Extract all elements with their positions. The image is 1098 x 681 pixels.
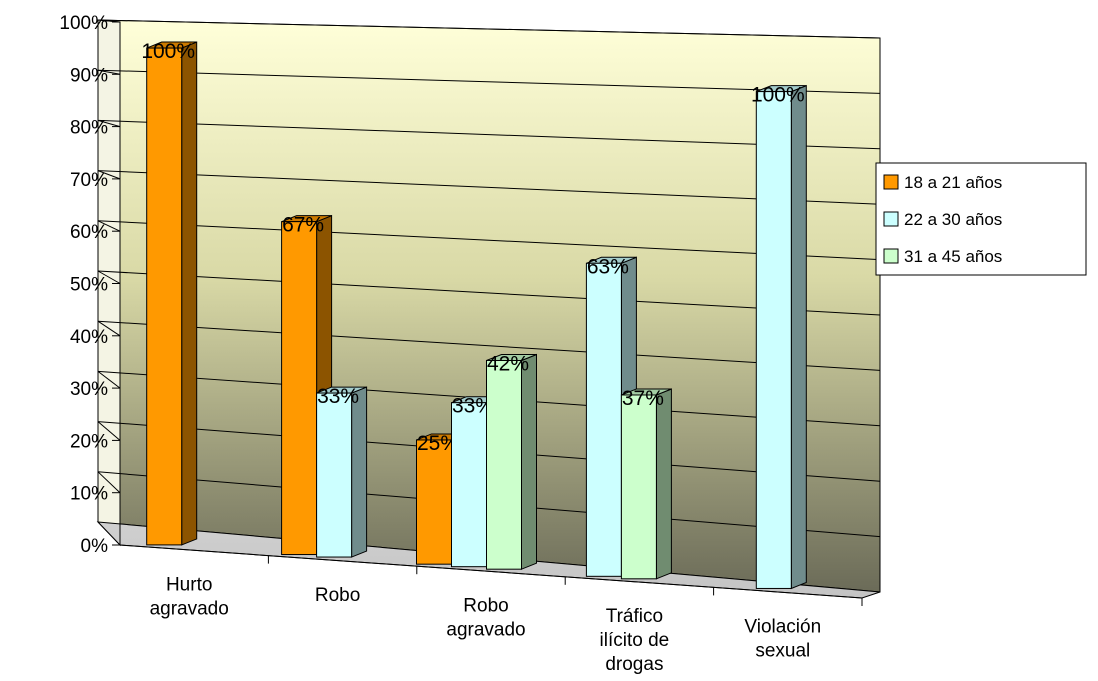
data-label: 33% (317, 385, 359, 408)
gridline (97, 119, 881, 150)
y-tick-label: 80% (70, 118, 108, 139)
x-tick-label: Robo (463, 596, 508, 617)
y-tick-label: 100% (59, 13, 108, 34)
bar-front (146, 47, 183, 546)
y-tick-label: 60% (70, 222, 108, 243)
legend-box (875, 162, 1087, 276)
bar-front (585, 262, 622, 577)
gridline (97, 471, 121, 494)
x-tick-label: agravado (150, 598, 229, 619)
x-axis (119, 544, 863, 599)
data-label: 67% (282, 214, 324, 237)
bar-side (790, 84, 807, 590)
gridline (97, 170, 881, 205)
x-tick-label: drogas (605, 654, 663, 675)
legend-swatch (883, 248, 899, 264)
gridline (97, 170, 121, 180)
data-label: 100% (141, 40, 195, 63)
gridline (97, 371, 121, 389)
y-tick-label: 40% (70, 327, 108, 348)
bar (146, 41, 198, 546)
bar (486, 353, 537, 570)
bar-side (181, 41, 198, 546)
data-label: 25% (417, 432, 459, 455)
x-tick-label: sexual (755, 641, 810, 662)
bar-front (416, 439, 452, 565)
y-tick-label: 20% (70, 431, 108, 452)
x-tick-label: ilícito de (600, 630, 670, 651)
legend-swatch (883, 174, 899, 190)
gridline (97, 69, 881, 94)
gridline (97, 270, 121, 284)
y-tick-label: 90% (70, 65, 108, 86)
bar-front (316, 392, 353, 558)
y-tick-label: 10% (70, 484, 108, 505)
bar-front (755, 91, 792, 589)
y-tick-label: 70% (70, 170, 108, 191)
gridline (97, 220, 881, 261)
gridline (97, 320, 881, 371)
gridline (97, 421, 121, 441)
data-label: 33% (452, 395, 494, 418)
legend-label: 18 a 21 años (904, 173, 1002, 192)
legend-label: 31 a 45 años (904, 247, 1002, 266)
legend-swatch (883, 211, 899, 227)
y-tick-label: 50% (70, 275, 108, 296)
bar (755, 84, 807, 590)
gridline (97, 119, 121, 128)
data-label: 42% (487, 353, 529, 376)
gridline (97, 19, 881, 39)
gridline (97, 220, 121, 232)
y-tick-label: 0% (81, 536, 109, 557)
gridline (97, 270, 881, 316)
x-tick-label: Tráfico (606, 606, 663, 627)
x-tick-label: agravado (446, 620, 525, 641)
plot-area: 0% 10% 20% 30% 40% 50% 60% 70% 80% 90% 100% 100% Hur… (59, 13, 881, 675)
bar-front (451, 402, 487, 568)
x-tick-label: Hurto (166, 574, 212, 595)
x-tick-label: Robo (315, 585, 360, 606)
bar-side (655, 388, 672, 580)
legend-label: 22 a 30 años (904, 210, 1002, 229)
bar-front (281, 221, 318, 556)
bar-side (351, 386, 368, 558)
y-tick-label: 30% (70, 379, 108, 400)
x-tick-label: Violación (744, 617, 821, 638)
bar (620, 388, 672, 580)
gridline (97, 69, 121, 75)
data-label: 37% (622, 387, 664, 410)
data-label: 100% (751, 84, 805, 107)
bar-front (486, 360, 522, 570)
bar-side (521, 353, 537, 570)
data-label: 63% (587, 255, 629, 278)
bar-front (620, 394, 657, 580)
legend: 18 a 21 años 22 a 30 años 31 a 45 años (875, 162, 1087, 276)
bar (316, 386, 368, 558)
gridline (97, 320, 121, 337)
